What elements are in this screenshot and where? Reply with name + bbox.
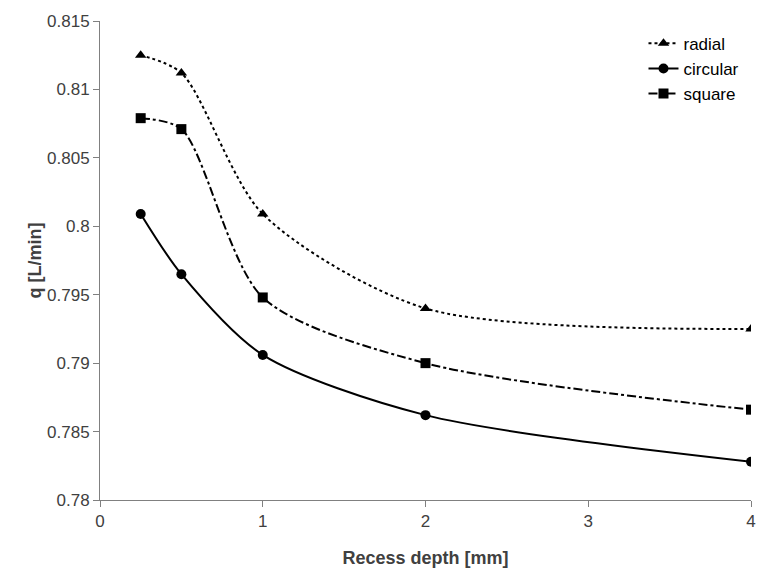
svg-text:0.795: 0.795 <box>47 286 90 305</box>
svg-text:1: 1 <box>258 512 267 531</box>
svg-text:0.81: 0.81 <box>57 80 90 99</box>
svg-text:0.8: 0.8 <box>66 217 90 236</box>
svg-text:0.805: 0.805 <box>47 149 90 168</box>
svg-text:q [L/min]: q [L/min] <box>25 223 45 299</box>
svg-text:square: square <box>683 85 735 104</box>
svg-text:0.78: 0.78 <box>57 491 90 510</box>
svg-text:0.785: 0.785 <box>47 423 90 442</box>
svg-text:0.79: 0.79 <box>57 354 90 373</box>
svg-text:circular: circular <box>683 60 738 79</box>
svg-text:4: 4 <box>746 512 755 531</box>
svg-text:radial: radial <box>683 35 725 54</box>
svg-text:0: 0 <box>95 512 104 531</box>
svg-text:Recess depth [mm]: Recess depth [mm] <box>342 548 508 568</box>
svg-text:2: 2 <box>421 512 430 531</box>
svg-text:3: 3 <box>584 512 593 531</box>
svg-text:0.815: 0.815 <box>47 12 90 31</box>
